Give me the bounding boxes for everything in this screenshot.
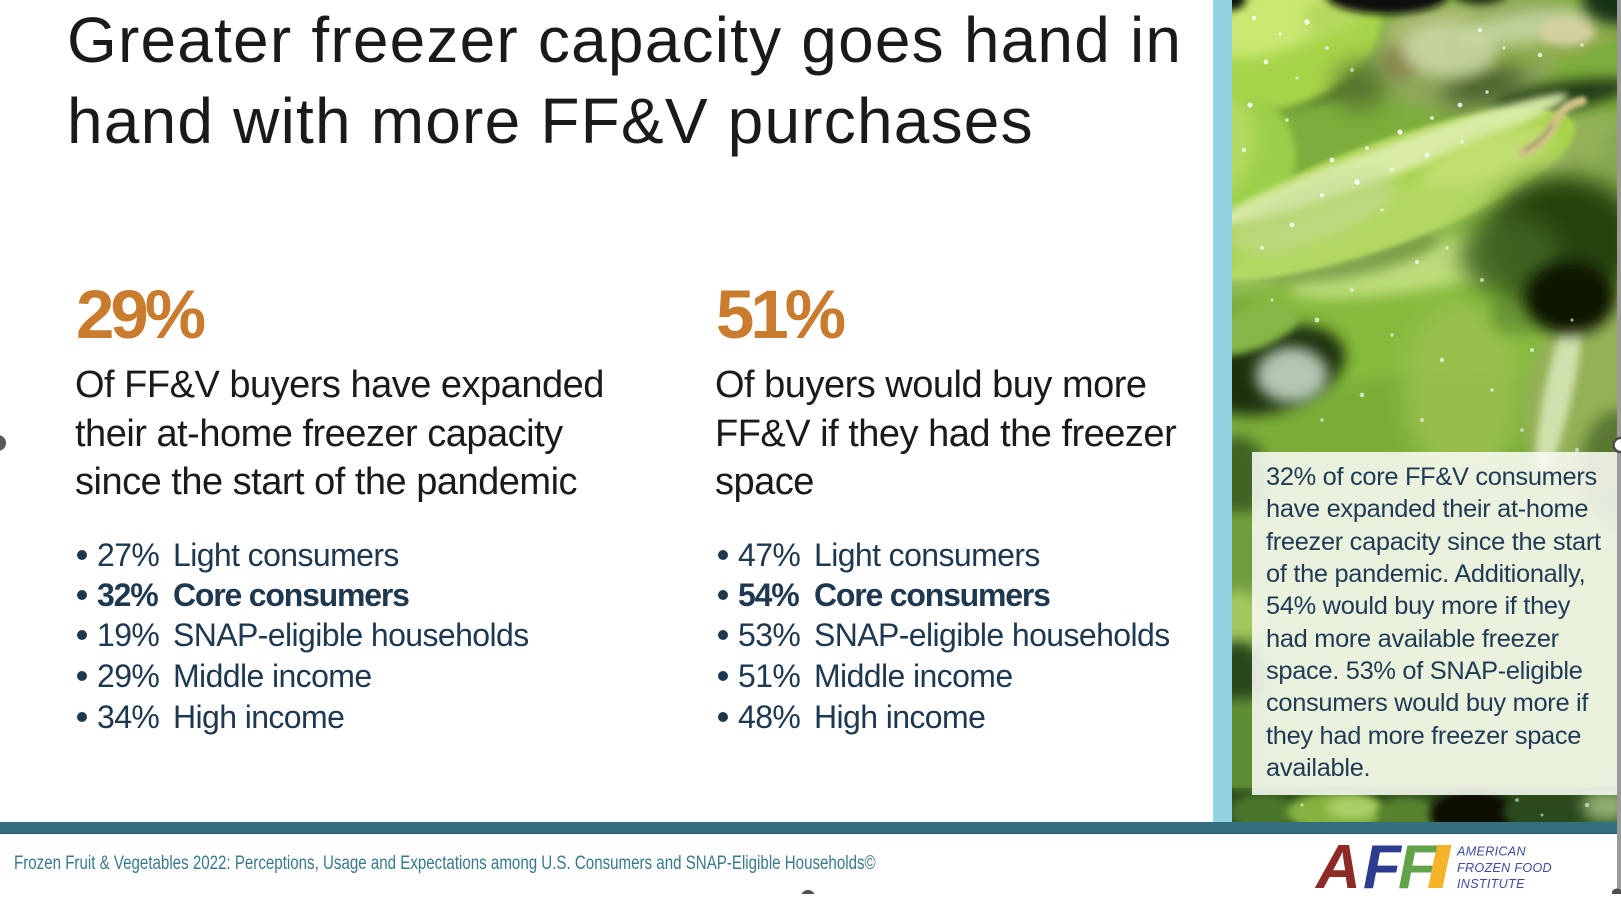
svg-text:F: F <box>1363 840 1403 894</box>
svg-text:F: F <box>1398 840 1438 894</box>
svg-text:INSTITUTE: INSTITUTE <box>1457 877 1525 891</box>
svg-text:FROZEN FOOD: FROZEN FOOD <box>1457 861 1552 875</box>
svg-text:A: A <box>1314 840 1361 894</box>
svg-text:AMERICAN: AMERICAN <box>1456 845 1526 859</box>
